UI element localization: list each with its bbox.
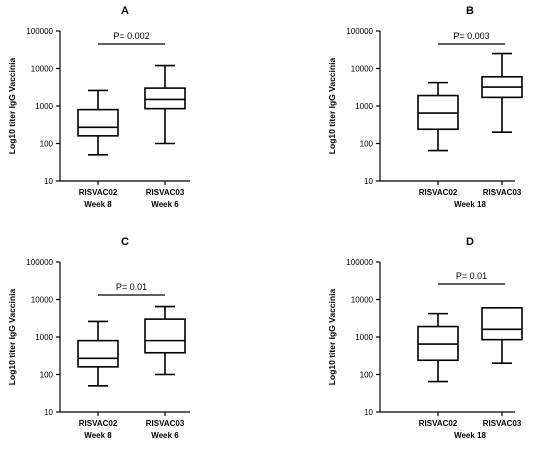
box-plot [144,64,186,145]
box-plot [481,307,523,365]
box-plot [77,320,119,387]
iqr-box [144,318,186,354]
y-tick-label: 10000 [351,65,374,74]
y-tick-label: 100 [40,140,54,149]
category-sublabel: Week 8 [84,431,112,440]
y-tick-label: 10 [364,408,373,417]
y-tick-label: 100000 [346,258,373,267]
y-axis-title: Log10 titer IgG Vaccinia [7,289,17,386]
iqr-box [481,307,523,341]
category-label: RISVAC02 [419,188,458,197]
category-sublabel: Week 6 [151,200,179,209]
p-value-label: P= 0.01 [456,271,487,281]
y-tick-label: 1000 [355,333,373,342]
iqr-box [77,108,119,137]
y-tick-label: 100000 [26,27,53,36]
box-plot [77,89,119,156]
box-plot [417,81,459,152]
box-plot [481,52,523,134]
iqr-box [77,339,119,368]
p-value-label: P= 0.01 [116,282,147,292]
y-tick-label: 10 [364,177,373,186]
y-tick-label: 10000 [31,296,54,305]
panel-a: A 10 100 1000 10000 100000 Log10 titer IgG Vac… [7,5,190,209]
y-tick-label: 100 [40,371,54,380]
category-label: RISVAC03 [483,419,522,428]
panel-c: C 10 100 1000 10000 100000 Log10 titer IgG Vac… [7,236,190,440]
y-tick-label: 100000 [26,258,53,267]
y-tick-label: 10 [44,408,53,417]
y-axis-title: Log10 titer IgG Vaccinia [327,289,337,386]
y-axis-title: Log10 titer IgG Vaccinia [7,58,17,155]
y-tick-label: 100 [360,140,374,149]
iqr-box [144,87,186,110]
group-label: Week 18 [454,200,486,209]
panel-letter: B [466,5,474,17]
panel-letter: C [121,236,129,248]
y-tick-label: 10000 [31,65,54,74]
y-axis-title: Log10 titer IgG Vaccinia [327,58,337,155]
p-value-label: P= 0.003 [453,31,489,41]
category-label: RISVAC03 [483,188,522,197]
y-tick-label: 1000 [355,102,373,111]
p-value-label: P= 0.002 [113,31,149,41]
panel-letter: D [466,236,474,248]
category-sublabel: Week 6 [151,431,179,440]
y-tick-label: 100 [360,371,374,380]
group-label: Week 18 [454,431,486,440]
y-tick-label: 100000 [346,27,373,36]
panel-letter: A [121,5,129,17]
category-label: RISVAC02 [79,419,118,428]
category-label: RISVAC02 [79,188,118,197]
category-label: RISVAC02 [419,419,458,428]
category-sublabel: Week 8 [84,200,112,209]
y-tick-label: 1000 [35,333,53,342]
panel-b: B 10 100 1000 10000 100000 Log10 titer IgG Vac… [327,5,523,209]
box-plot [144,305,186,376]
panel-d: D 10 100 1000 10000 100000 Log10 titer IgG Vac… [327,236,523,440]
y-tick-label: 10000 [351,296,374,305]
category-label: RISVAC03 [146,419,185,428]
y-tick-label: 1000 [35,102,53,111]
y-tick-label: 10 [44,177,53,186]
category-label: RISVAC03 [146,188,185,197]
box-plot [417,312,459,383]
